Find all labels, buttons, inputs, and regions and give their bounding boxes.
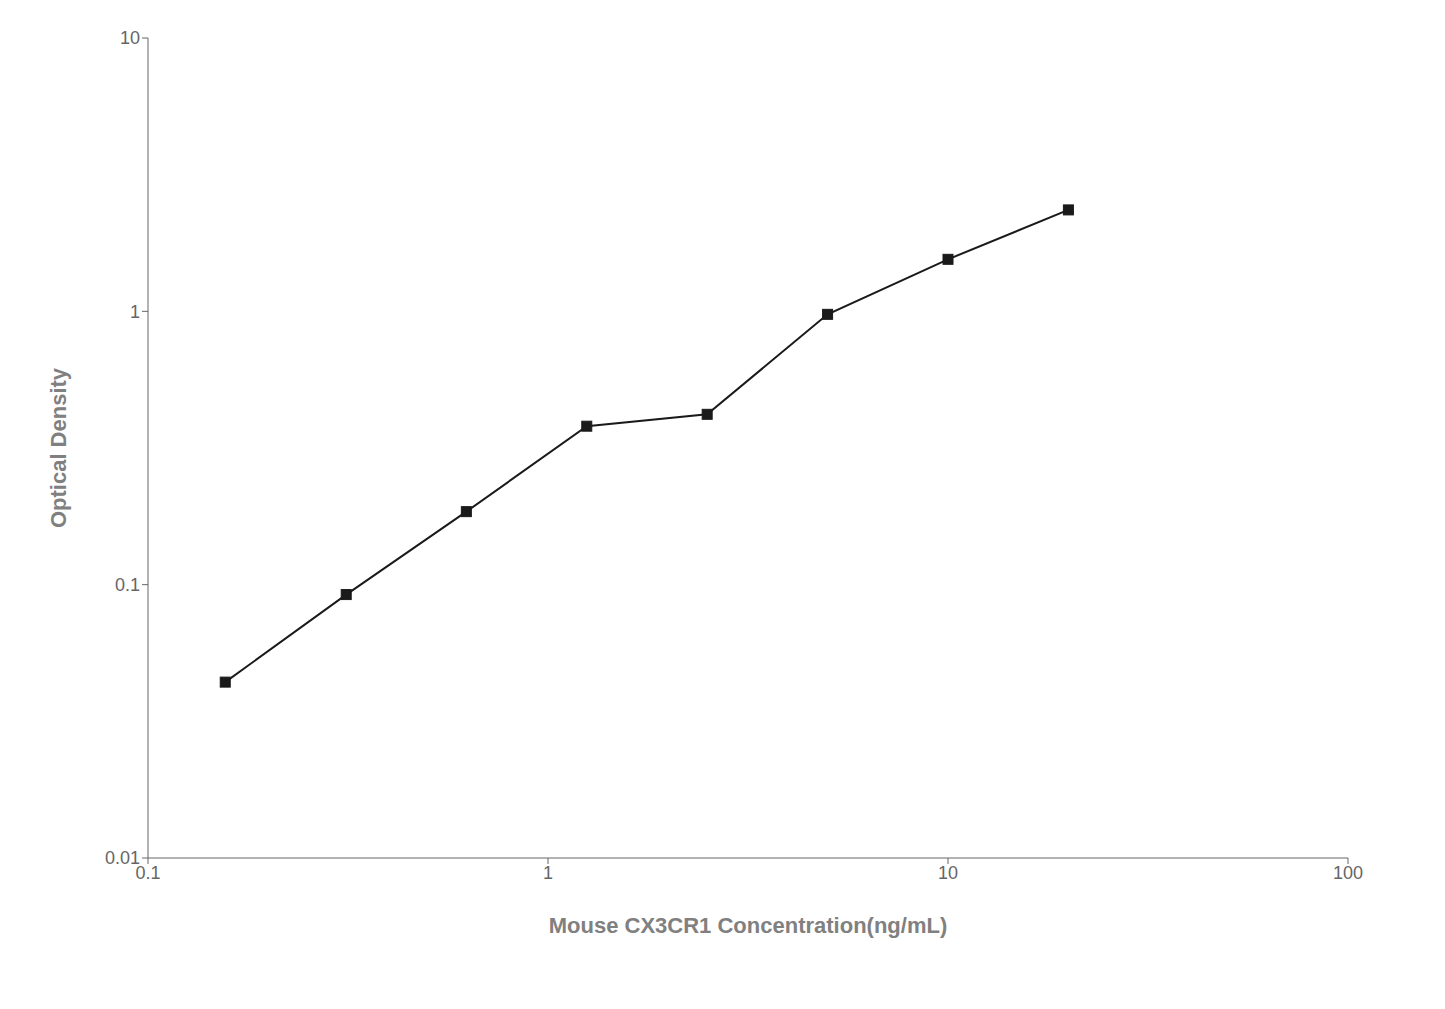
svg-text:100: 100 <box>1333 863 1363 883</box>
svg-text:1: 1 <box>130 302 140 322</box>
svg-text:0.1: 0.1 <box>135 862 161 883</box>
svg-text:0.1: 0.1 <box>115 575 140 595</box>
svg-text:Mouse CX3CR1 Concentration(ng/: Mouse CX3CR1 Concentration(ng/mL) <box>549 913 947 938</box>
svg-text:10: 10 <box>120 28 140 48</box>
svg-text:0.01: 0.01 <box>105 848 140 868</box>
svg-text:1: 1 <box>543 863 553 883</box>
svg-text:10: 10 <box>938 863 958 883</box>
svg-text:Optical Density: Optical Density <box>46 367 71 528</box>
